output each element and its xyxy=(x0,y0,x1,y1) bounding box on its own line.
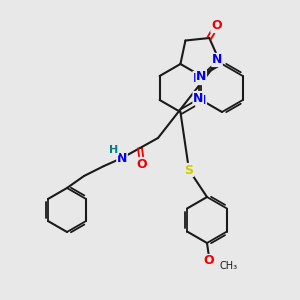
Text: O: O xyxy=(137,158,147,170)
Text: S: S xyxy=(184,164,194,176)
Text: H: H xyxy=(110,145,118,155)
Text: N: N xyxy=(212,53,222,66)
Text: N: N xyxy=(196,94,206,106)
Text: CH₃: CH₃ xyxy=(219,261,237,271)
Text: O: O xyxy=(204,254,214,268)
Text: N: N xyxy=(196,70,206,83)
Text: N: N xyxy=(117,152,127,164)
Text: N: N xyxy=(196,94,206,106)
Text: N: N xyxy=(196,70,206,83)
Text: N: N xyxy=(193,92,203,104)
Text: N: N xyxy=(196,70,206,83)
Text: N: N xyxy=(193,71,203,85)
Text: O: O xyxy=(211,20,222,32)
